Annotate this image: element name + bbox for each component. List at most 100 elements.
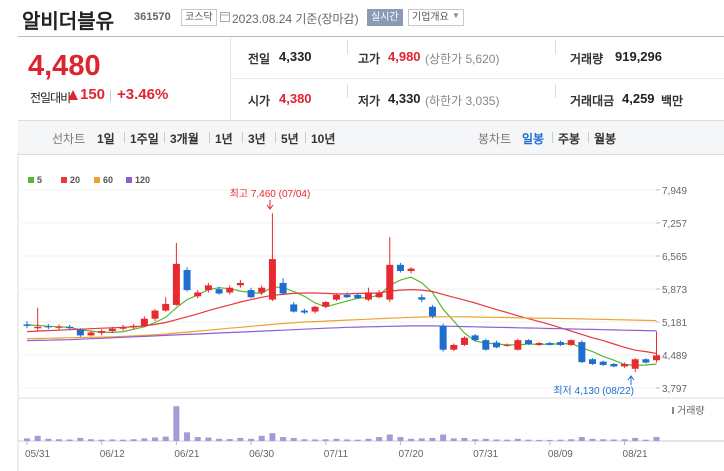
candle-body (589, 359, 597, 365)
y-tick-label: 4,489 (662, 351, 687, 362)
volume-bar (290, 437, 297, 441)
divider (164, 132, 165, 143)
candle-tab[interactable]: 일봉 (522, 132, 545, 146)
market-badge: 코스닥 (181, 9, 217, 26)
candle-body (503, 344, 511, 346)
candle-tab[interactable]: 주봉 (558, 132, 581, 146)
legend-label: 120 (135, 175, 150, 185)
x-tick-label: 06/21 (174, 449, 199, 460)
volume-bar (418, 438, 425, 441)
period-tab[interactable]: 3개월 (170, 132, 199, 146)
legend-swatch (126, 177, 132, 183)
candle-body (578, 342, 586, 363)
volume-bar (45, 438, 52, 441)
y-tick-label: 3,797 (662, 384, 687, 395)
period-tab[interactable]: 10년 (311, 132, 336, 146)
candle-body (343, 294, 351, 298)
candle-tab[interactable]: 월봉 (594, 132, 617, 146)
volume-bar (24, 438, 30, 441)
info-value: 4,259 (622, 91, 655, 106)
candle-body (130, 325, 138, 328)
min-arrow (627, 375, 635, 385)
period-tab[interactable]: 5년 (281, 132, 299, 146)
period-tab[interactable]: 1주일 (130, 132, 159, 146)
tab-label: 선차트 (52, 132, 86, 146)
candle-body (76, 329, 84, 336)
candle-body (194, 292, 202, 297)
volume-bar (56, 439, 63, 441)
candle-body (631, 359, 639, 369)
info-label: 거래대금 (570, 94, 615, 108)
company-button[interactable]: 기업개요 (408, 9, 464, 26)
stock-name: 알비더블유 (22, 11, 114, 33)
x-tick-label: 07/31 (473, 449, 498, 460)
x-tick-label: 05/31 (25, 449, 50, 460)
divider (124, 132, 125, 143)
divider (275, 132, 276, 143)
volume-bar (525, 439, 532, 441)
moving-average-line (26, 325, 657, 342)
dropdown-icon: ▼ (452, 11, 460, 20)
change-label: 전일대비 (30, 91, 71, 105)
moving-average-line (26, 276, 657, 367)
volume-bar (514, 438, 521, 441)
volume-bar (216, 438, 223, 441)
volume-bar (482, 438, 489, 441)
tab-bar: 선차트 1일 1주일 3개월 1년 3년 5년 10년 봉차트 일봉 주봉 월봉 (18, 120, 724, 155)
candle-body (599, 361, 607, 365)
candle-body (642, 359, 650, 363)
candle-body (439, 325, 447, 350)
divider (588, 132, 589, 143)
volume-bar (322, 439, 329, 441)
info-value: 4,330 (388, 91, 421, 106)
realtime-button[interactable]: 실시간 (367, 9, 403, 26)
legend-swatch (28, 177, 34, 183)
volume-bar (77, 437, 84, 441)
candle-body (332, 294, 340, 300)
period-tab[interactable]: 3년 (248, 132, 266, 146)
change-rate: +3.46% (117, 86, 169, 103)
volume-bar (152, 437, 159, 441)
period-tab[interactable]: 1일 (97, 132, 115, 146)
y-tick-label: 5,873 (662, 285, 687, 296)
candle-body (354, 294, 362, 299)
volume-bar (610, 439, 617, 441)
volume-bar (109, 439, 116, 441)
volume-bar (280, 437, 287, 441)
divider (110, 90, 111, 102)
info-unit: 백만 (661, 94, 684, 108)
candle-body (140, 318, 148, 326)
divider (347, 84, 348, 98)
volume-bar (578, 437, 585, 441)
volume-bar (493, 439, 500, 441)
volume-bar (408, 438, 415, 441)
divider (305, 132, 306, 143)
period-tab[interactable]: 1년 (215, 132, 233, 146)
candle-body (311, 306, 319, 312)
candle-body (66, 326, 74, 329)
volume-bar (429, 437, 436, 441)
volume-bar (653, 436, 660, 441)
volume-bar (440, 434, 447, 441)
legend-label: 60 (103, 175, 113, 185)
candle-body (300, 310, 308, 313)
volume-bar (184, 432, 191, 441)
candle-body (460, 337, 468, 345)
info-value: 4,980 (388, 49, 421, 64)
volume-bar (98, 439, 105, 441)
candle-body (514, 340, 522, 350)
candle-body (44, 326, 52, 328)
candle-body (567, 340, 575, 345)
volume-bar (194, 437, 201, 441)
volume-bar (642, 439, 649, 441)
candle-body (290, 304, 298, 312)
info-label: 거래량 (570, 52, 604, 66)
volume-bar (162, 436, 169, 441)
candle-body (546, 343, 554, 345)
candle-body (471, 335, 479, 341)
candle-body (450, 344, 458, 350)
x-tick-label: 07/20 (398, 449, 423, 460)
candle-body (172, 263, 180, 305)
y-tick-label: 6,565 (662, 252, 687, 263)
y-tick-label: 7,257 (662, 219, 687, 230)
